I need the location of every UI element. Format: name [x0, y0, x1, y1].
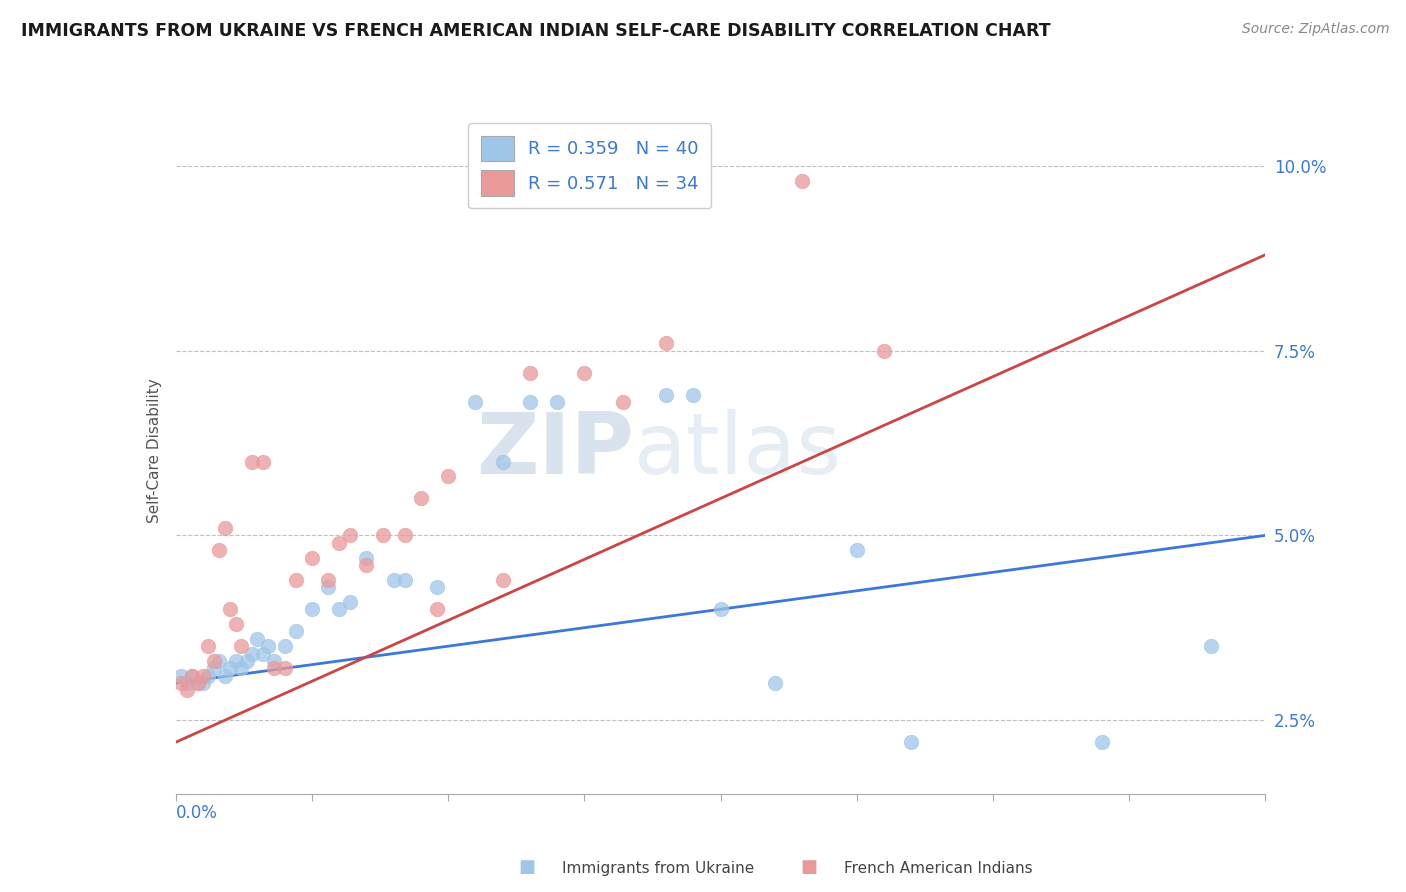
Point	[252, 454, 274, 468]
Point	[197, 639, 219, 653]
Point	[176, 676, 198, 690]
Text: Immigrants from Ukraine: Immigrants from Ukraine	[562, 861, 755, 876]
Point	[208, 543, 231, 558]
Point	[284, 573, 307, 587]
Point	[845, 543, 868, 558]
Text: atlas: atlas	[633, 409, 841, 492]
Point	[274, 639, 297, 653]
Point	[318, 580, 340, 594]
Point	[339, 528, 361, 542]
Point	[426, 580, 449, 594]
Point	[492, 454, 515, 468]
Point	[426, 602, 449, 616]
Point	[235, 654, 257, 668]
Point	[181, 669, 204, 683]
Point	[1199, 639, 1222, 653]
Point	[214, 521, 236, 535]
Point	[231, 661, 253, 675]
Point	[612, 395, 634, 409]
Point	[655, 388, 678, 402]
Point	[382, 573, 405, 587]
Point	[339, 595, 361, 609]
Legend: R = 0.359   N = 40, R = 0.571   N = 34: R = 0.359 N = 40, R = 0.571 N = 34	[468, 123, 711, 209]
Point	[655, 336, 678, 351]
Point	[464, 395, 486, 409]
Point	[191, 676, 214, 690]
Point	[225, 654, 247, 668]
Point	[219, 602, 242, 616]
Point	[240, 647, 263, 661]
Point	[1091, 735, 1114, 749]
Point	[231, 639, 253, 653]
Point	[574, 366, 596, 380]
Point	[682, 388, 704, 402]
Text: IMMIGRANTS FROM UKRAINE VS FRENCH AMERICAN INDIAN SELF-CARE DISABILITY CORRELATI: IMMIGRANTS FROM UKRAINE VS FRENCH AMERIC…	[21, 22, 1050, 40]
Point	[191, 669, 214, 683]
Point	[519, 395, 541, 409]
Text: French American Indians: French American Indians	[844, 861, 1032, 876]
Point	[356, 550, 378, 565]
Point	[181, 669, 204, 683]
Point	[208, 654, 231, 668]
Point	[301, 602, 323, 616]
Y-axis label: Self-Care Disability: Self-Care Disability	[146, 378, 162, 523]
Point	[792, 174, 814, 188]
Point	[394, 573, 416, 587]
Point	[240, 454, 263, 468]
Point	[170, 676, 193, 690]
Point	[252, 647, 274, 661]
Point	[186, 676, 209, 690]
Point	[257, 639, 280, 653]
Point	[873, 343, 896, 358]
Point	[394, 528, 416, 542]
Point	[219, 661, 242, 675]
Point	[202, 654, 225, 668]
Point	[409, 491, 432, 506]
Point	[263, 654, 285, 668]
Point	[284, 624, 307, 639]
Point	[356, 558, 378, 572]
Point	[263, 661, 285, 675]
Point	[274, 661, 297, 675]
Point	[328, 602, 350, 616]
Point	[519, 366, 541, 380]
Point	[328, 535, 350, 549]
Point	[176, 683, 198, 698]
Point	[301, 550, 323, 565]
Text: ■: ■	[800, 858, 817, 876]
Point	[710, 602, 733, 616]
Point	[318, 573, 340, 587]
Point	[546, 395, 568, 409]
Point	[202, 661, 225, 675]
Text: ■: ■	[519, 858, 536, 876]
Text: Source: ZipAtlas.com: Source: ZipAtlas.com	[1241, 22, 1389, 37]
Point	[186, 676, 209, 690]
Point	[763, 676, 786, 690]
Point	[900, 735, 922, 749]
Text: ZIP: ZIP	[475, 409, 633, 492]
Point	[214, 669, 236, 683]
Point	[371, 528, 394, 542]
Point	[170, 669, 193, 683]
Point	[492, 573, 515, 587]
Point	[225, 617, 247, 632]
Point	[197, 669, 219, 683]
Text: 0.0%: 0.0%	[176, 805, 218, 822]
Point	[437, 469, 460, 483]
Point	[246, 632, 269, 646]
